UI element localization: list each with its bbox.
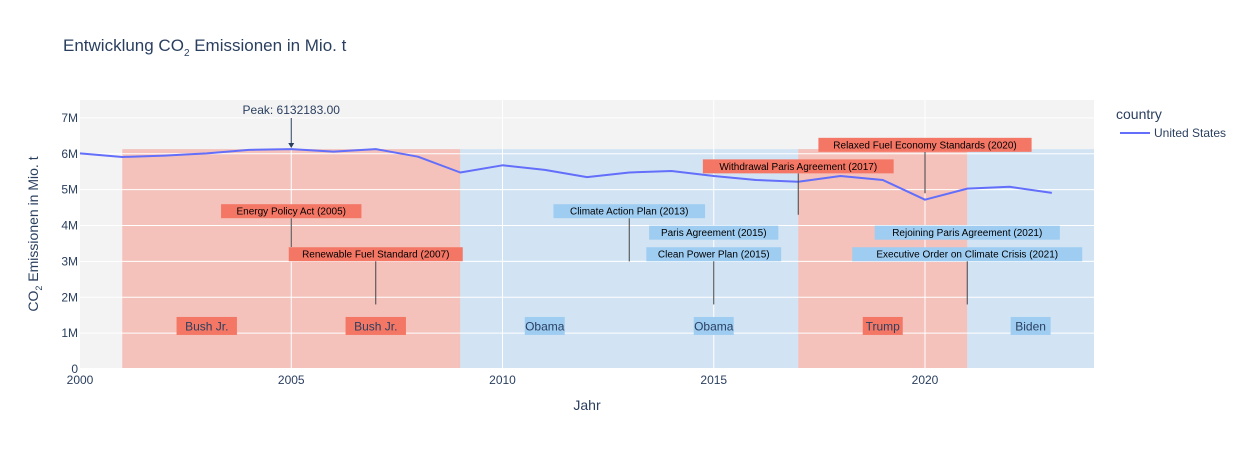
y-tick-label: 4M (61, 219, 78, 233)
y-axis-ticks: 0 1M 2M 3M 4M 5M 6M 7M (61, 111, 78, 376)
annotation-label-energy-policy-act-2005: Energy Policy Act (2005) (237, 207, 347, 218)
y-tick-label: 6M (61, 147, 78, 161)
chart-title: Entwicklung CO2 Emissionen in Mio. t (63, 36, 347, 59)
annotation-label-rejoining-paris-agreement-2021: Rejoining Paris Agreement (2021) (892, 228, 1042, 239)
x-tick-label: 2000 (67, 373, 94, 387)
president-label-box (862, 316, 903, 335)
peak-arrowhead (288, 143, 295, 149)
annotation-label-relaxed-fuel-economy-standards-2020: Relaxed Fuel Economy Standards (2020) (833, 140, 1016, 151)
annotation-label-clean-power-plan-2015: Clean Power Plan (2015) (658, 250, 770, 261)
x-tick-label: 2010 (489, 373, 516, 387)
annotation-box (818, 137, 1032, 152)
y-tick-label: 5M (61, 183, 78, 197)
x-tick-label: 2005 (278, 373, 305, 387)
annotation-label-withdrawal-paris-agreement-2017: Withdrawal Paris Agreement (2017) (719, 162, 877, 173)
legend-label-united-states[interactable]: United States (1154, 126, 1226, 140)
president-label-obama: Obama (525, 319, 565, 333)
y-tick-label: 2M (61, 290, 78, 304)
series-layer (79, 148, 1052, 201)
president-label-box (524, 316, 565, 335)
x-axis-title: Jahr (573, 397, 601, 413)
legend-title: country (1116, 106, 1162, 122)
annotation-box (874, 225, 1060, 240)
annotation-label-paris-agreement-2015: Paris Agreement (2015) (661, 228, 767, 239)
y-tick-label: 7M (61, 111, 78, 125)
presidency-labels: Bush Jr. Bush Jr. Obama Obama Trump Biden (176, 316, 1051, 335)
annotation-box (852, 247, 1083, 262)
policy-annotations: Peak: 6132183.00 Energy Policy Act (2005)… (221, 103, 1083, 305)
annotation-box (649, 225, 779, 240)
annotation-label-executive-order-on-climate-crisis-2021: Executive Order on Climate Crisis (2021) (876, 250, 1058, 261)
president-label-bush-jr: Bush Jr. (354, 319, 397, 333)
series-line-united-states[interactable] (79, 148, 1052, 201)
president-label-obama: Obama (694, 319, 734, 333)
president-label-trump: Trump (866, 319, 901, 333)
annotation-box (221, 204, 362, 219)
president-label-bush-jr: Bush Jr. (185, 319, 228, 333)
president-label-box (176, 316, 237, 335)
president-label-box (1010, 316, 1051, 335)
y-axis-title: CO2 Emissionen in Mio. t (25, 156, 44, 311)
x-axis-ticks: 2000 2005 2010 2015 2020 (67, 373, 939, 387)
annotation-box (646, 247, 782, 262)
x-tick-label: 2020 (912, 373, 939, 387)
annotation-label-climate-action-plan-2013: Climate Action Plan (2013) (570, 207, 688, 218)
president-label-box (693, 316, 734, 335)
y-tick-label: 1M (61, 326, 78, 340)
x-tick-label: 2015 (700, 373, 727, 387)
peak-label: Peak: 6132183.00 (243, 103, 341, 117)
annotation-box (702, 159, 894, 174)
president-label-biden: Biden (1015, 319, 1046, 333)
legend: country United States (1116, 106, 1226, 140)
y-tick-label: 3M (61, 254, 78, 268)
annotation-box (553, 204, 706, 219)
annotation-label-renewable-fuel-standard-2007: Renewable Fuel Standard (2007) (302, 250, 449, 261)
president-label-box (345, 316, 406, 335)
y-tick-label: 0 (71, 362, 78, 376)
annotation-box (288, 247, 463, 262)
